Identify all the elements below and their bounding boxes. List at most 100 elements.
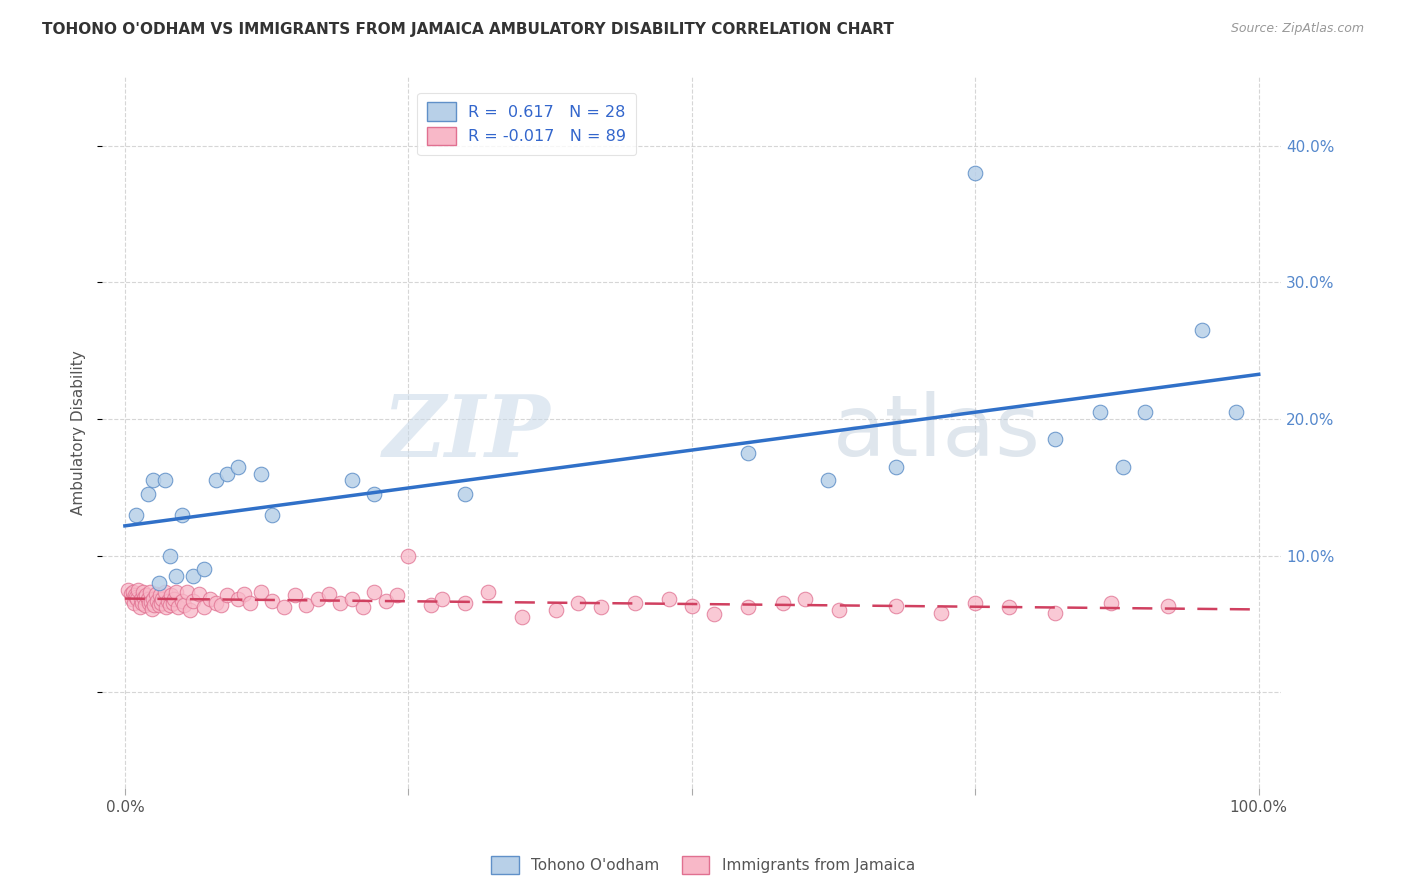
Point xyxy=(681,599,703,613)
Point xyxy=(1135,405,1157,419)
Point xyxy=(250,585,273,599)
Point xyxy=(159,549,181,563)
Point xyxy=(162,596,184,610)
Point xyxy=(340,592,363,607)
Point xyxy=(340,474,363,488)
Point xyxy=(703,607,725,622)
Point xyxy=(150,596,173,610)
Point xyxy=(233,587,256,601)
Point xyxy=(117,582,139,597)
Point xyxy=(181,569,204,583)
Point xyxy=(125,508,148,522)
Point xyxy=(122,596,145,610)
Point xyxy=(363,585,385,599)
Point xyxy=(148,575,170,590)
Point xyxy=(420,598,443,612)
Point xyxy=(262,593,284,607)
Point xyxy=(250,467,273,481)
Point xyxy=(141,602,163,616)
Point xyxy=(226,459,249,474)
Point xyxy=(145,593,167,607)
Point xyxy=(396,549,419,563)
Point xyxy=(139,585,162,599)
Point xyxy=(134,591,156,605)
Point xyxy=(965,166,987,180)
Point xyxy=(124,588,146,602)
Point xyxy=(145,587,167,601)
Y-axis label: Ambulatory Disability: Ambulatory Disability xyxy=(72,351,86,515)
Point xyxy=(772,596,794,610)
Point xyxy=(884,459,907,474)
Point xyxy=(204,474,226,488)
Legend: Tohono O'odham, Immigrants from Jamaica: Tohono O'odham, Immigrants from Jamaica xyxy=(485,850,921,880)
Point xyxy=(153,585,176,599)
Text: ZIP: ZIP xyxy=(382,391,550,475)
Point xyxy=(737,600,759,615)
Point xyxy=(148,598,170,612)
Point xyxy=(794,592,817,607)
Point xyxy=(262,508,284,522)
Point xyxy=(120,587,142,601)
Point xyxy=(167,600,190,615)
Point xyxy=(139,595,162,609)
Point xyxy=(150,592,173,607)
Point xyxy=(544,603,567,617)
Point xyxy=(828,603,851,617)
Point xyxy=(142,474,165,488)
Text: atlas: atlas xyxy=(834,391,1042,474)
Point xyxy=(1191,323,1213,337)
Point xyxy=(239,596,262,610)
Point xyxy=(284,588,307,602)
Point xyxy=(128,600,150,615)
Point xyxy=(215,467,238,481)
Point xyxy=(149,588,172,602)
Point xyxy=(998,600,1021,615)
Point xyxy=(352,600,374,615)
Point xyxy=(374,593,396,607)
Point xyxy=(153,474,176,488)
Point xyxy=(1088,405,1111,419)
Point xyxy=(1043,606,1066,620)
Point xyxy=(658,592,681,607)
Point xyxy=(567,596,589,610)
Legend: R =  0.617   N = 28, R = -0.017   N = 89: R = 0.617 N = 28, R = -0.017 N = 89 xyxy=(418,93,636,155)
Point xyxy=(160,588,183,602)
Point xyxy=(131,596,153,610)
Point xyxy=(127,592,149,607)
Point xyxy=(187,587,209,601)
Point xyxy=(143,598,166,612)
Point xyxy=(591,600,613,615)
Point xyxy=(817,474,839,488)
Point xyxy=(385,588,408,602)
Point xyxy=(884,599,907,613)
Point xyxy=(128,582,150,597)
Point xyxy=(136,487,159,501)
Point xyxy=(215,588,238,602)
Point xyxy=(181,593,204,607)
Point xyxy=(129,592,152,607)
Point xyxy=(965,596,987,610)
Point xyxy=(165,569,187,583)
Point xyxy=(204,596,226,610)
Point xyxy=(226,592,249,607)
Point xyxy=(295,598,318,612)
Point xyxy=(432,592,454,607)
Point xyxy=(1099,596,1122,610)
Point xyxy=(1157,599,1180,613)
Point xyxy=(156,593,179,607)
Point xyxy=(307,592,329,607)
Point xyxy=(477,585,499,599)
Point xyxy=(363,487,385,501)
Point xyxy=(159,598,181,612)
Point xyxy=(179,603,201,617)
Point xyxy=(1225,405,1247,419)
Text: Source: ZipAtlas.com: Source: ZipAtlas.com xyxy=(1230,22,1364,36)
Point xyxy=(121,585,143,599)
Point xyxy=(142,592,165,607)
Point xyxy=(193,562,215,576)
Point xyxy=(454,596,477,610)
Point xyxy=(170,508,193,522)
Point xyxy=(163,592,186,607)
Point xyxy=(138,596,160,610)
Point xyxy=(198,592,221,607)
